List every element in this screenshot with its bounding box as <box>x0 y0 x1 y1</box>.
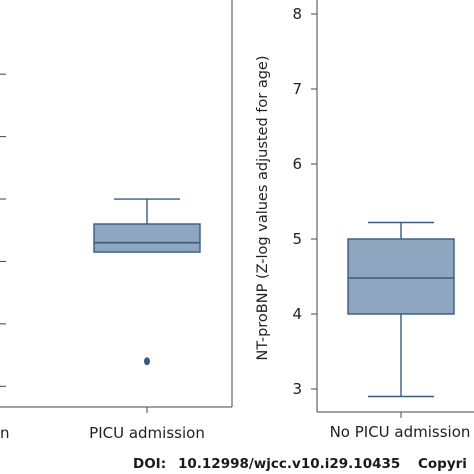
outlier-point-left-0 <box>144 357 150 366</box>
right-y-tick-label-4: 7 <box>292 80 302 98</box>
right-y-tick-label-5: 8 <box>292 5 302 23</box>
iqr-box-left <box>93 223 201 253</box>
category-label-no-picu-admission: No PICU admission <box>330 423 471 441</box>
right-y-tick-label-3: 6 <box>292 155 302 173</box>
iqr-box-right <box>347 238 455 315</box>
right-y-tick-label-1: 4 <box>292 305 302 323</box>
doi-value: 10.12998/wjcc.v10.i29.10435 <box>178 456 400 472</box>
right-y-tick-label-2: 5 <box>292 230 302 248</box>
doi-label: DOI: <box>133 456 166 472</box>
category-label-partial-left: n <box>0 424 10 442</box>
right-y-tick-label-0: 3 <box>292 380 302 398</box>
left-boxplot-panel: PICU admission n <box>0 0 233 442</box>
right-boxplot-panel: 3 4 5 6 7 8 No PICU admission NT-proBNP (Z-log … <box>255 0 474 441</box>
category-label-picu-admission: PICU admission <box>89 424 205 442</box>
copyright-text: Copyri <box>418 456 467 472</box>
right-y-axis-title: NT-proBNP (Z-log values adjusted for age… <box>255 55 271 360</box>
